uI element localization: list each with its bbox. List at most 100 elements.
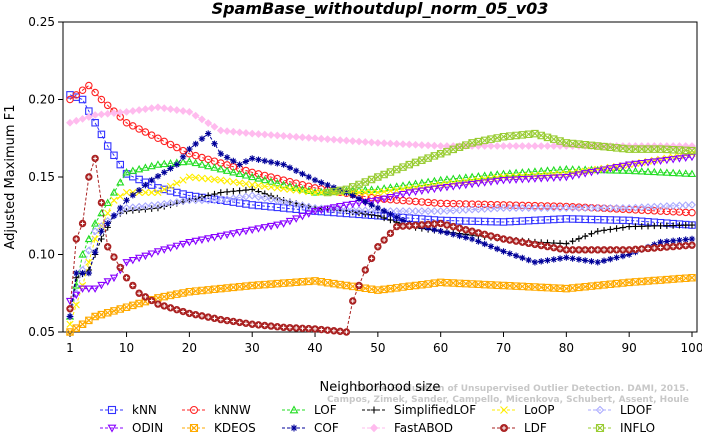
point-cof-37 bbox=[292, 167, 300, 174]
point-ldf-11-cross bbox=[130, 283, 135, 288]
point-kdeos-21 bbox=[191, 287, 200, 295]
point-fastabod-58 bbox=[424, 141, 433, 150]
point-fastabod-71 bbox=[505, 142, 514, 150]
point-kdeos-39 bbox=[304, 277, 313, 286]
point-ldof-72 bbox=[512, 204, 521, 212]
point-loop-28 bbox=[236, 179, 244, 187]
point-odin-7 bbox=[103, 278, 112, 286]
point-ldf-27-cross bbox=[231, 319, 236, 324]
point-ldof-10 bbox=[122, 204, 131, 212]
point-ldf-91-cross bbox=[633, 247, 638, 252]
point-kdeos-22 bbox=[198, 286, 206, 295]
point-fastabod-55 bbox=[405, 140, 414, 149]
point-loop-26 bbox=[223, 177, 231, 185]
point-cof-65 bbox=[468, 235, 476, 243]
point-kdeos-42 bbox=[323, 278, 332, 287]
point-fastabod-12 bbox=[135, 106, 144, 114]
point-inflo-75 bbox=[531, 129, 539, 138]
legend-marker-simplifiedlof bbox=[370, 406, 378, 414]
point-fastabod-4 bbox=[84, 113, 93, 121]
point-ldof-69 bbox=[493, 204, 502, 213]
point-fastabod-23 bbox=[204, 119, 213, 127]
point-odin-29 bbox=[241, 227, 251, 236]
point-ldof-80 bbox=[562, 204, 571, 212]
point-fastabod-31 bbox=[254, 130, 263, 138]
point-ldof-66 bbox=[474, 205, 483, 214]
point-cof-15 bbox=[154, 173, 162, 180]
point-inflo-56 bbox=[411, 158, 420, 167]
point-fastabod-7 bbox=[103, 109, 112, 118]
point-lof-72 bbox=[511, 168, 521, 177]
point-cof-21 bbox=[192, 140, 199, 148]
point-loop-15 bbox=[154, 188, 162, 197]
point-lof-98 bbox=[675, 168, 684, 177]
point-cof-1 bbox=[66, 313, 74, 320]
point-fastabod-46 bbox=[348, 137, 357, 145]
point-lof-9 bbox=[116, 178, 125, 186]
point-simplifiedlof-26 bbox=[223, 188, 231, 196]
point-kdeos-23 bbox=[204, 286, 212, 294]
point-odin-56 bbox=[411, 188, 420, 196]
point-simplifiedlof-24 bbox=[211, 190, 218, 198]
legend-marker-fastabod bbox=[369, 423, 379, 433]
point-ldof-98 bbox=[675, 201, 684, 210]
point-odin-82 bbox=[574, 171, 584, 179]
point-loop-1 bbox=[66, 320, 74, 328]
point-ldf-71-cross bbox=[507, 238, 512, 243]
point-odin-26 bbox=[222, 231, 232, 239]
point-ldf-60-cross bbox=[438, 221, 443, 226]
point-ldf-55-cross bbox=[407, 223, 412, 228]
point-inflo-45 bbox=[342, 185, 351, 194]
point-lof-57 bbox=[417, 178, 426, 186]
point-ldf-93-cross bbox=[646, 246, 650, 251]
point-odin-53 bbox=[392, 192, 401, 200]
point-cof-8 bbox=[110, 212, 118, 219]
point-ldf-1-cross bbox=[68, 306, 72, 311]
point-fastabod-98 bbox=[675, 142, 684, 150]
point-loop-41 bbox=[317, 188, 325, 197]
point-lof-61 bbox=[442, 175, 452, 183]
point-fastabod-22 bbox=[198, 115, 206, 124]
point-cof-40 bbox=[311, 176, 319, 184]
point-kdeos-52 bbox=[386, 284, 395, 293]
point-loop-7 bbox=[104, 209, 112, 217]
point-ldof-77 bbox=[543, 204, 552, 212]
point-ldf-6-cross bbox=[99, 200, 104, 205]
point-loop-30 bbox=[248, 181, 256, 189]
point-knnw-100 bbox=[688, 208, 696, 217]
legend-marker-ldof bbox=[595, 405, 605, 415]
point-simplifiedlof-90 bbox=[625, 223, 633, 230]
point-cof-71 bbox=[506, 250, 513, 257]
point-odin-5 bbox=[90, 285, 100, 293]
point-inflo-43 bbox=[330, 187, 338, 196]
point-ldf-21-cross bbox=[193, 312, 198, 317]
point-ldof-30 bbox=[248, 191, 257, 200]
point-lof-66 bbox=[474, 172, 483, 180]
point-ldf-75-cross bbox=[533, 242, 537, 247]
point-ldf-4-cross bbox=[86, 175, 91, 179]
point-fastabod-38 bbox=[298, 133, 307, 142]
point-simplifiedlof-86 bbox=[600, 227, 608, 234]
point-knn-18 bbox=[173, 188, 181, 197]
point-lof-87 bbox=[606, 166, 615, 174]
point-cof-97 bbox=[669, 237, 677, 245]
point-odin-18 bbox=[172, 242, 181, 251]
point-kdeos-73 bbox=[518, 282, 527, 291]
point-ldof-75 bbox=[530, 204, 539, 212]
point-fastabod-42 bbox=[323, 135, 332, 144]
point-ldf-22-cross bbox=[200, 313, 204, 318]
point-cof-82 bbox=[575, 256, 583, 263]
point-cof-78 bbox=[550, 256, 557, 263]
point-ldf-38-cross bbox=[300, 326, 305, 331]
point-inflo-57 bbox=[418, 156, 426, 165]
point-ldf-2-cross bbox=[74, 237, 79, 241]
point-ldf-20-cross bbox=[187, 311, 192, 316]
point-fastabod-9 bbox=[116, 108, 125, 117]
point-odin-72 bbox=[511, 176, 521, 184]
point-fastabod-64 bbox=[461, 142, 470, 150]
point-lof-6 bbox=[97, 208, 106, 217]
point-ldof-87 bbox=[606, 204, 615, 212]
point-cof-74 bbox=[525, 256, 532, 264]
point-odin-62 bbox=[449, 183, 458, 191]
point-ldf-17-cross bbox=[168, 305, 173, 310]
